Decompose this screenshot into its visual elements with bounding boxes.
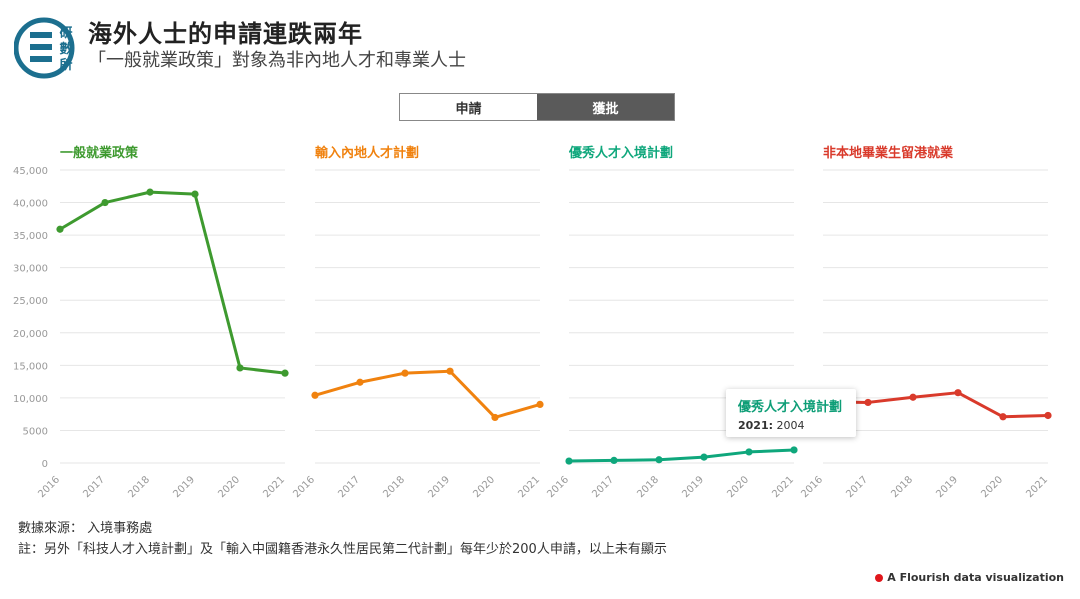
footnote: 註：另外「科技人才入境計劃」及「輸入中國籍香港永久性居民第二代計劃」每年少於20… (18, 542, 667, 557)
data-point (56, 225, 64, 233)
x-tick-label: 2017 (844, 474, 870, 500)
x-tick-label: 2016 (36, 474, 62, 500)
y-tick-label: 45,000 (13, 166, 48, 177)
panel-title: 優秀人才入境計劃 (568, 145, 673, 161)
x-tick-label: 2018 (889, 474, 915, 500)
y-tick-label: 15,000 (13, 361, 48, 372)
data-point (864, 398, 872, 407)
series-line (822, 391, 1049, 419)
data-point (356, 378, 364, 386)
x-tick-label: 2019 (171, 474, 197, 500)
data-point (236, 364, 244, 372)
y-tick-label: 10,000 (13, 394, 48, 405)
tooltip-value: 2004 (776, 419, 805, 432)
x-tick-label: 2020 (979, 474, 1005, 500)
logo-char: 數 (59, 41, 72, 57)
data-point (146, 188, 154, 196)
x-tick-label: 2021 (1024, 474, 1050, 500)
page-title: 海外人士的申請連跌兩年 (88, 20, 363, 48)
data-point (191, 190, 199, 198)
data-point (536, 400, 544, 408)
toggle-applications[interactable]: 申請 (400, 94, 537, 120)
data-point (281, 369, 289, 377)
tooltip-year: 2021: (738, 419, 774, 432)
logo-char: 研 (59, 26, 72, 41)
data-point (311, 391, 319, 399)
x-tick-label: 2016 (545, 474, 571, 500)
data-point (446, 367, 454, 375)
x-tick-label: 2021 (261, 474, 287, 500)
x-tick-label: 2020 (725, 474, 751, 500)
y-tick-label: 0 (42, 459, 48, 470)
panel-title: 非本地畢業生留港就業 (823, 145, 954, 161)
x-tick-label: 2017 (336, 474, 362, 500)
series-line (568, 448, 795, 463)
panel-title: 一般就業政策 (60, 145, 139, 161)
x-tick-label: 2018 (635, 474, 661, 500)
tooltip-title: 優秀人才入境計劃 (738, 400, 843, 415)
y-tick-label: 35,000 (13, 231, 48, 242)
x-tick-label: 2016 (799, 474, 825, 500)
x-tick-label: 2020 (216, 474, 242, 500)
source-note: 數據來源： 入境事務處 (18, 521, 153, 536)
data-point (655, 456, 663, 464)
data-point (101, 198, 109, 207)
x-tick-label: 2018 (126, 474, 152, 500)
panel-title: 輸入內地人才計劃 (315, 145, 419, 161)
tooltip: 優秀人才入境計劃 2021: 2004 (726, 389, 856, 437)
toggle-approved[interactable]: 獲批 (537, 94, 674, 120)
flourish-credit[interactable]: A Flourish data visualization (875, 571, 1064, 584)
y-tick-label: 20,000 (13, 329, 48, 340)
x-tick-label: 2020 (471, 474, 497, 500)
x-tick-label: 2019 (680, 474, 706, 500)
y-tick-label: 25,000 (13, 296, 48, 307)
logo-icon: 研 數 所 (14, 17, 75, 79)
data-point (700, 453, 708, 461)
metric-toggle: 申請 獲批 (399, 93, 675, 121)
data-point (999, 413, 1007, 421)
data-point (954, 389, 962, 397)
series-line (314, 369, 541, 419)
data-point (790, 446, 798, 454)
data-point (610, 456, 618, 464)
data-point (565, 457, 573, 465)
data-point (401, 369, 409, 377)
x-tick-label: 2017 (590, 474, 616, 500)
y-tick-label: 40,000 (13, 199, 48, 210)
flourish-logo-icon (875, 573, 884, 582)
flourish-credit-label: A Flourish data visualization (887, 571, 1064, 584)
data-point (491, 413, 499, 422)
logo-char: 所 (59, 57, 72, 73)
data-point (909, 393, 917, 401)
data-point (1044, 411, 1052, 420)
x-tick-label: 2018 (381, 474, 407, 500)
x-tick-label: 2016 (291, 474, 317, 500)
data-point (745, 448, 753, 456)
page-subtitle: 「一般就業政策」對象為非內地人才和專業人士 (88, 50, 466, 71)
x-tick-label: 2019 (934, 474, 960, 500)
x-tick-label: 2021 (516, 474, 542, 500)
x-tick-label: 2021 (770, 474, 796, 500)
x-tick-label: 2017 (81, 474, 107, 500)
x-tick-label: 2019 (426, 474, 452, 500)
y-tick-label: 5000 (23, 426, 48, 437)
series-line (59, 190, 286, 375)
tooltip-body: 2021: 2004 (738, 419, 844, 432)
y-tick-label: 30,000 (13, 264, 48, 275)
